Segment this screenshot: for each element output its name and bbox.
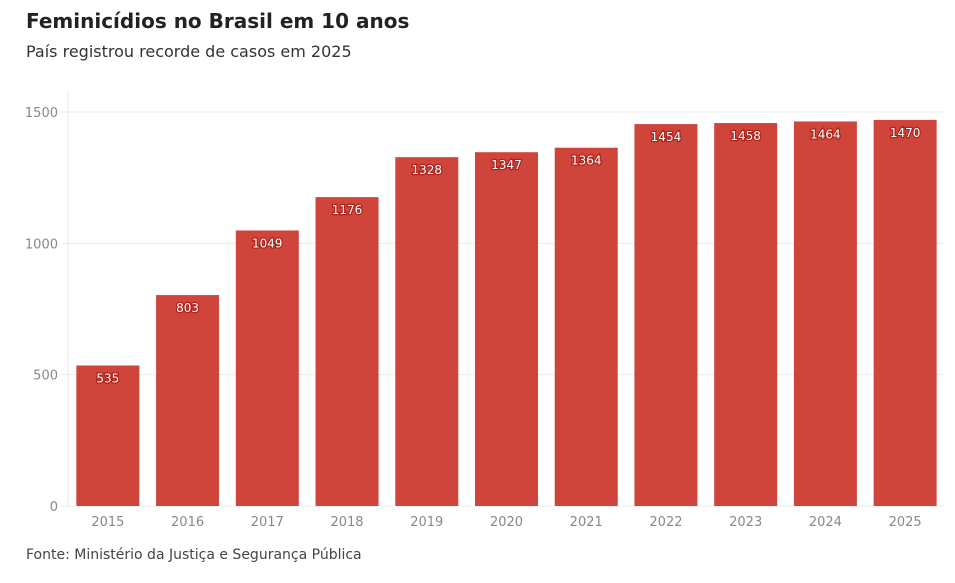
data-label: 1458 [730, 129, 761, 143]
chart-source: Fonte: Ministério da Justiça e Segurança… [26, 547, 362, 563]
data-label: 1470 [890, 126, 921, 140]
chart-title: Feminicídios no Brasil em 10 anos [26, 9, 410, 33]
x-tick-label: 2020 [490, 515, 523, 530]
bar [235, 230, 299, 507]
x-tick-label: 2024 [809, 515, 842, 530]
y-tick-label: 1000 [25, 237, 58, 252]
x-tick-label: 2019 [410, 515, 443, 530]
y-tick-label: 500 [33, 369, 58, 384]
data-label: 1364 [571, 154, 602, 168]
y-tick-label: 1500 [25, 106, 58, 121]
bar [76, 365, 140, 506]
x-tick-label: 2025 [889, 515, 922, 530]
x-tick-label: 2018 [330, 515, 363, 530]
x-tick-label: 2016 [171, 515, 204, 530]
data-label: 1454 [651, 130, 682, 144]
data-label: 1328 [411, 163, 442, 177]
y-tick-label: 0 [50, 500, 58, 515]
chart-subtitle: País registrou recorde de casos em 2025 [26, 42, 352, 61]
data-label: 803 [176, 301, 199, 315]
bar [714, 123, 778, 507]
x-tick-label: 2023 [729, 515, 762, 530]
data-label: 1176 [332, 203, 363, 217]
bar [475, 152, 538, 507]
x-tick-label: 2021 [570, 515, 603, 530]
bar [315, 197, 379, 506]
bar [156, 295, 220, 506]
bar [634, 124, 698, 506]
data-label: 1347 [491, 158, 522, 172]
bar [395, 157, 459, 507]
bar [793, 121, 857, 507]
data-label: 535 [96, 371, 119, 385]
x-tick-label: 2017 [251, 515, 284, 530]
x-tick-label: 2022 [649, 515, 682, 530]
bar [554, 147, 618, 507]
data-label: 1049 [252, 236, 283, 250]
bar [873, 119, 937, 506]
data-label: 1464 [810, 127, 841, 141]
x-tick-label: 2015 [91, 515, 124, 530]
